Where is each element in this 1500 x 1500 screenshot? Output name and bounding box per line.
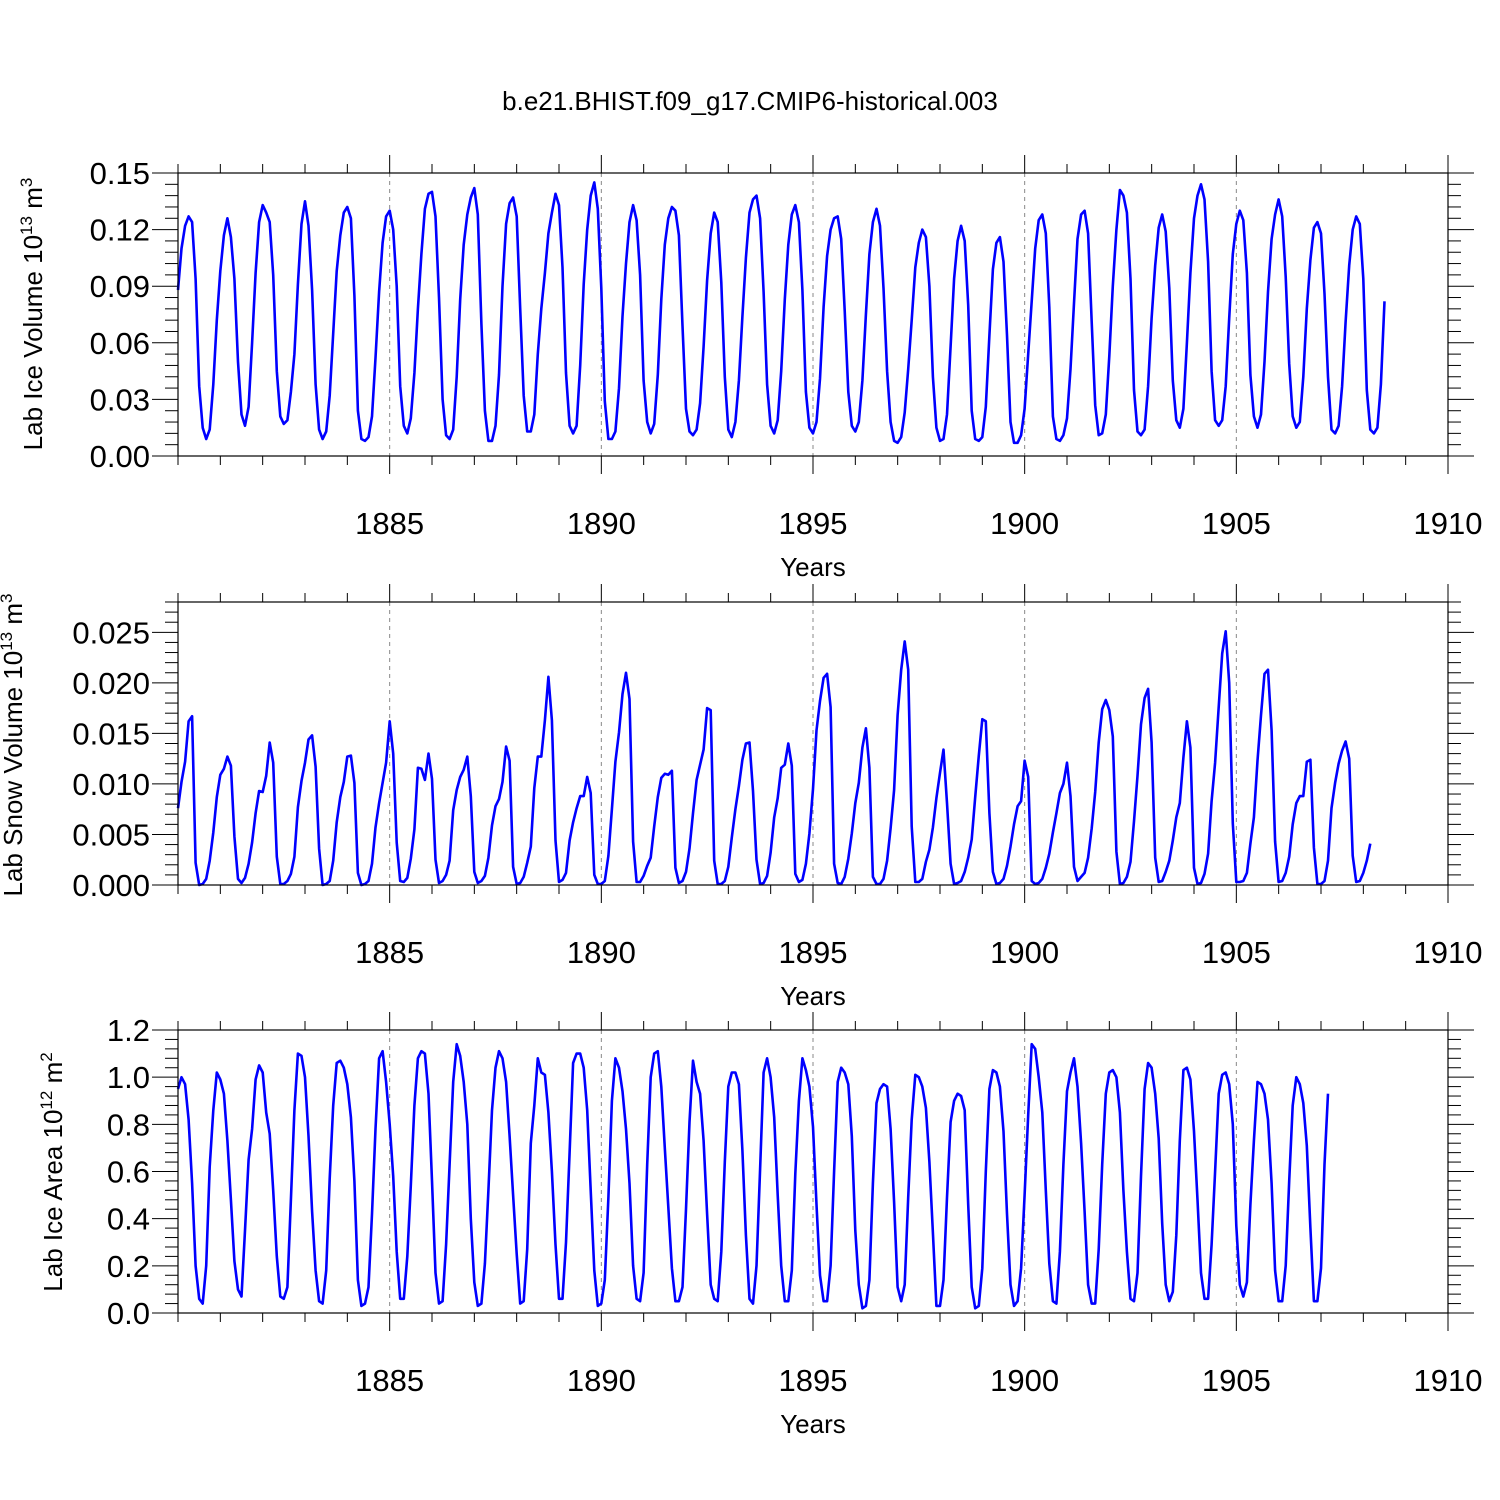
y-tick-label: 0.06 xyxy=(90,326,150,361)
y-tick-label: 0.015 xyxy=(72,716,150,751)
x-tick-label: 1900 xyxy=(990,935,1059,970)
panel-1: 0.00 0.03 0.06 0.09 0.12 0.15 1885 1890 1895 1900… xyxy=(17,155,1482,582)
x-tick-label: 1885 xyxy=(355,506,424,541)
panel-3: 0.0 0.2 0.4 0.6 0.8 1.0 1.2 1885 1890 1895 1900 190… xyxy=(37,1012,1482,1439)
x-tick-label: 1890 xyxy=(567,506,636,541)
y-tick-label: 0.6 xyxy=(107,1155,150,1190)
y-tick-label: 0.00 xyxy=(90,439,150,474)
x-tick-label: 1905 xyxy=(1202,506,1271,541)
x-tick-label: 1895 xyxy=(779,1363,848,1398)
x-tick-label: 1895 xyxy=(779,506,848,541)
x-tick-label: 1910 xyxy=(1414,935,1483,970)
y-tick-label: 1.2 xyxy=(107,1013,150,1048)
x-tick-label: 1900 xyxy=(990,1363,1059,1398)
x-axis-title: Years xyxy=(780,1409,846,1439)
y-axis-title: Lab Snow Volume 1013 m3 xyxy=(0,593,28,896)
y-tick-label: 0.2 xyxy=(107,1249,150,1284)
x-tick-label: 1895 xyxy=(779,935,848,970)
y-tick-label: 0.020 xyxy=(72,666,150,701)
plot-frame xyxy=(177,1029,1449,1314)
x-tick-label: 1910 xyxy=(1414,1363,1483,1398)
y-tick-label: 0.8 xyxy=(107,1107,150,1142)
series-line-1 xyxy=(176,629,1372,887)
series-line-1 xyxy=(176,1042,1330,1310)
y-axis-title: Lab Ice Volume 1013 m3 xyxy=(17,178,48,451)
panel-2: 0.000 0.005 0.010 0.015 0.020 0.025 1885 1890 18… xyxy=(0,584,1482,1011)
x-axis-title: Years xyxy=(780,552,846,582)
x-tick-label: 1910 xyxy=(1414,506,1483,541)
y-tick-label: 1.0 xyxy=(107,1060,150,1095)
x-tick-label: 1885 xyxy=(355,1363,424,1398)
y-tick-label: 0.09 xyxy=(90,269,150,304)
y-tick-label: 0.0 xyxy=(107,1296,150,1331)
y-axis-title: Lab Ice Area 1012 m2 xyxy=(37,1052,68,1291)
plot-frame xyxy=(177,601,1449,886)
x-tick-label: 1905 xyxy=(1202,1363,1271,1398)
y-tick-label: 0.000 xyxy=(72,868,150,903)
y-tick-label: 0.005 xyxy=(72,817,150,852)
x-tick-label: 1900 xyxy=(990,506,1059,541)
y-tick-label: 0.025 xyxy=(72,615,150,650)
panels: 0.00 0.03 0.06 0.09 0.12 0.15 1885 1890 1895 1900… xyxy=(0,155,1482,1439)
plot-frame xyxy=(177,172,1449,457)
y-tick-label: 0.15 xyxy=(90,156,150,191)
x-tick-label: 1890 xyxy=(567,1363,636,1398)
y-tick-label: 0.4 xyxy=(107,1202,150,1237)
series-line-1 xyxy=(176,181,1386,445)
x-axis-title: Years xyxy=(780,981,846,1011)
y-tick-label: 0.12 xyxy=(90,213,150,248)
x-tick-label: 1890 xyxy=(567,935,636,970)
figure-title: b.e21.BHIST.f09_g17.CMIP6-historical.003 xyxy=(502,86,998,116)
y-tick-label: 0.03 xyxy=(90,382,150,417)
x-tick-label: 1885 xyxy=(355,935,424,970)
y-tick-label: 0.010 xyxy=(72,767,150,802)
x-tick-label: 1905 xyxy=(1202,935,1271,970)
